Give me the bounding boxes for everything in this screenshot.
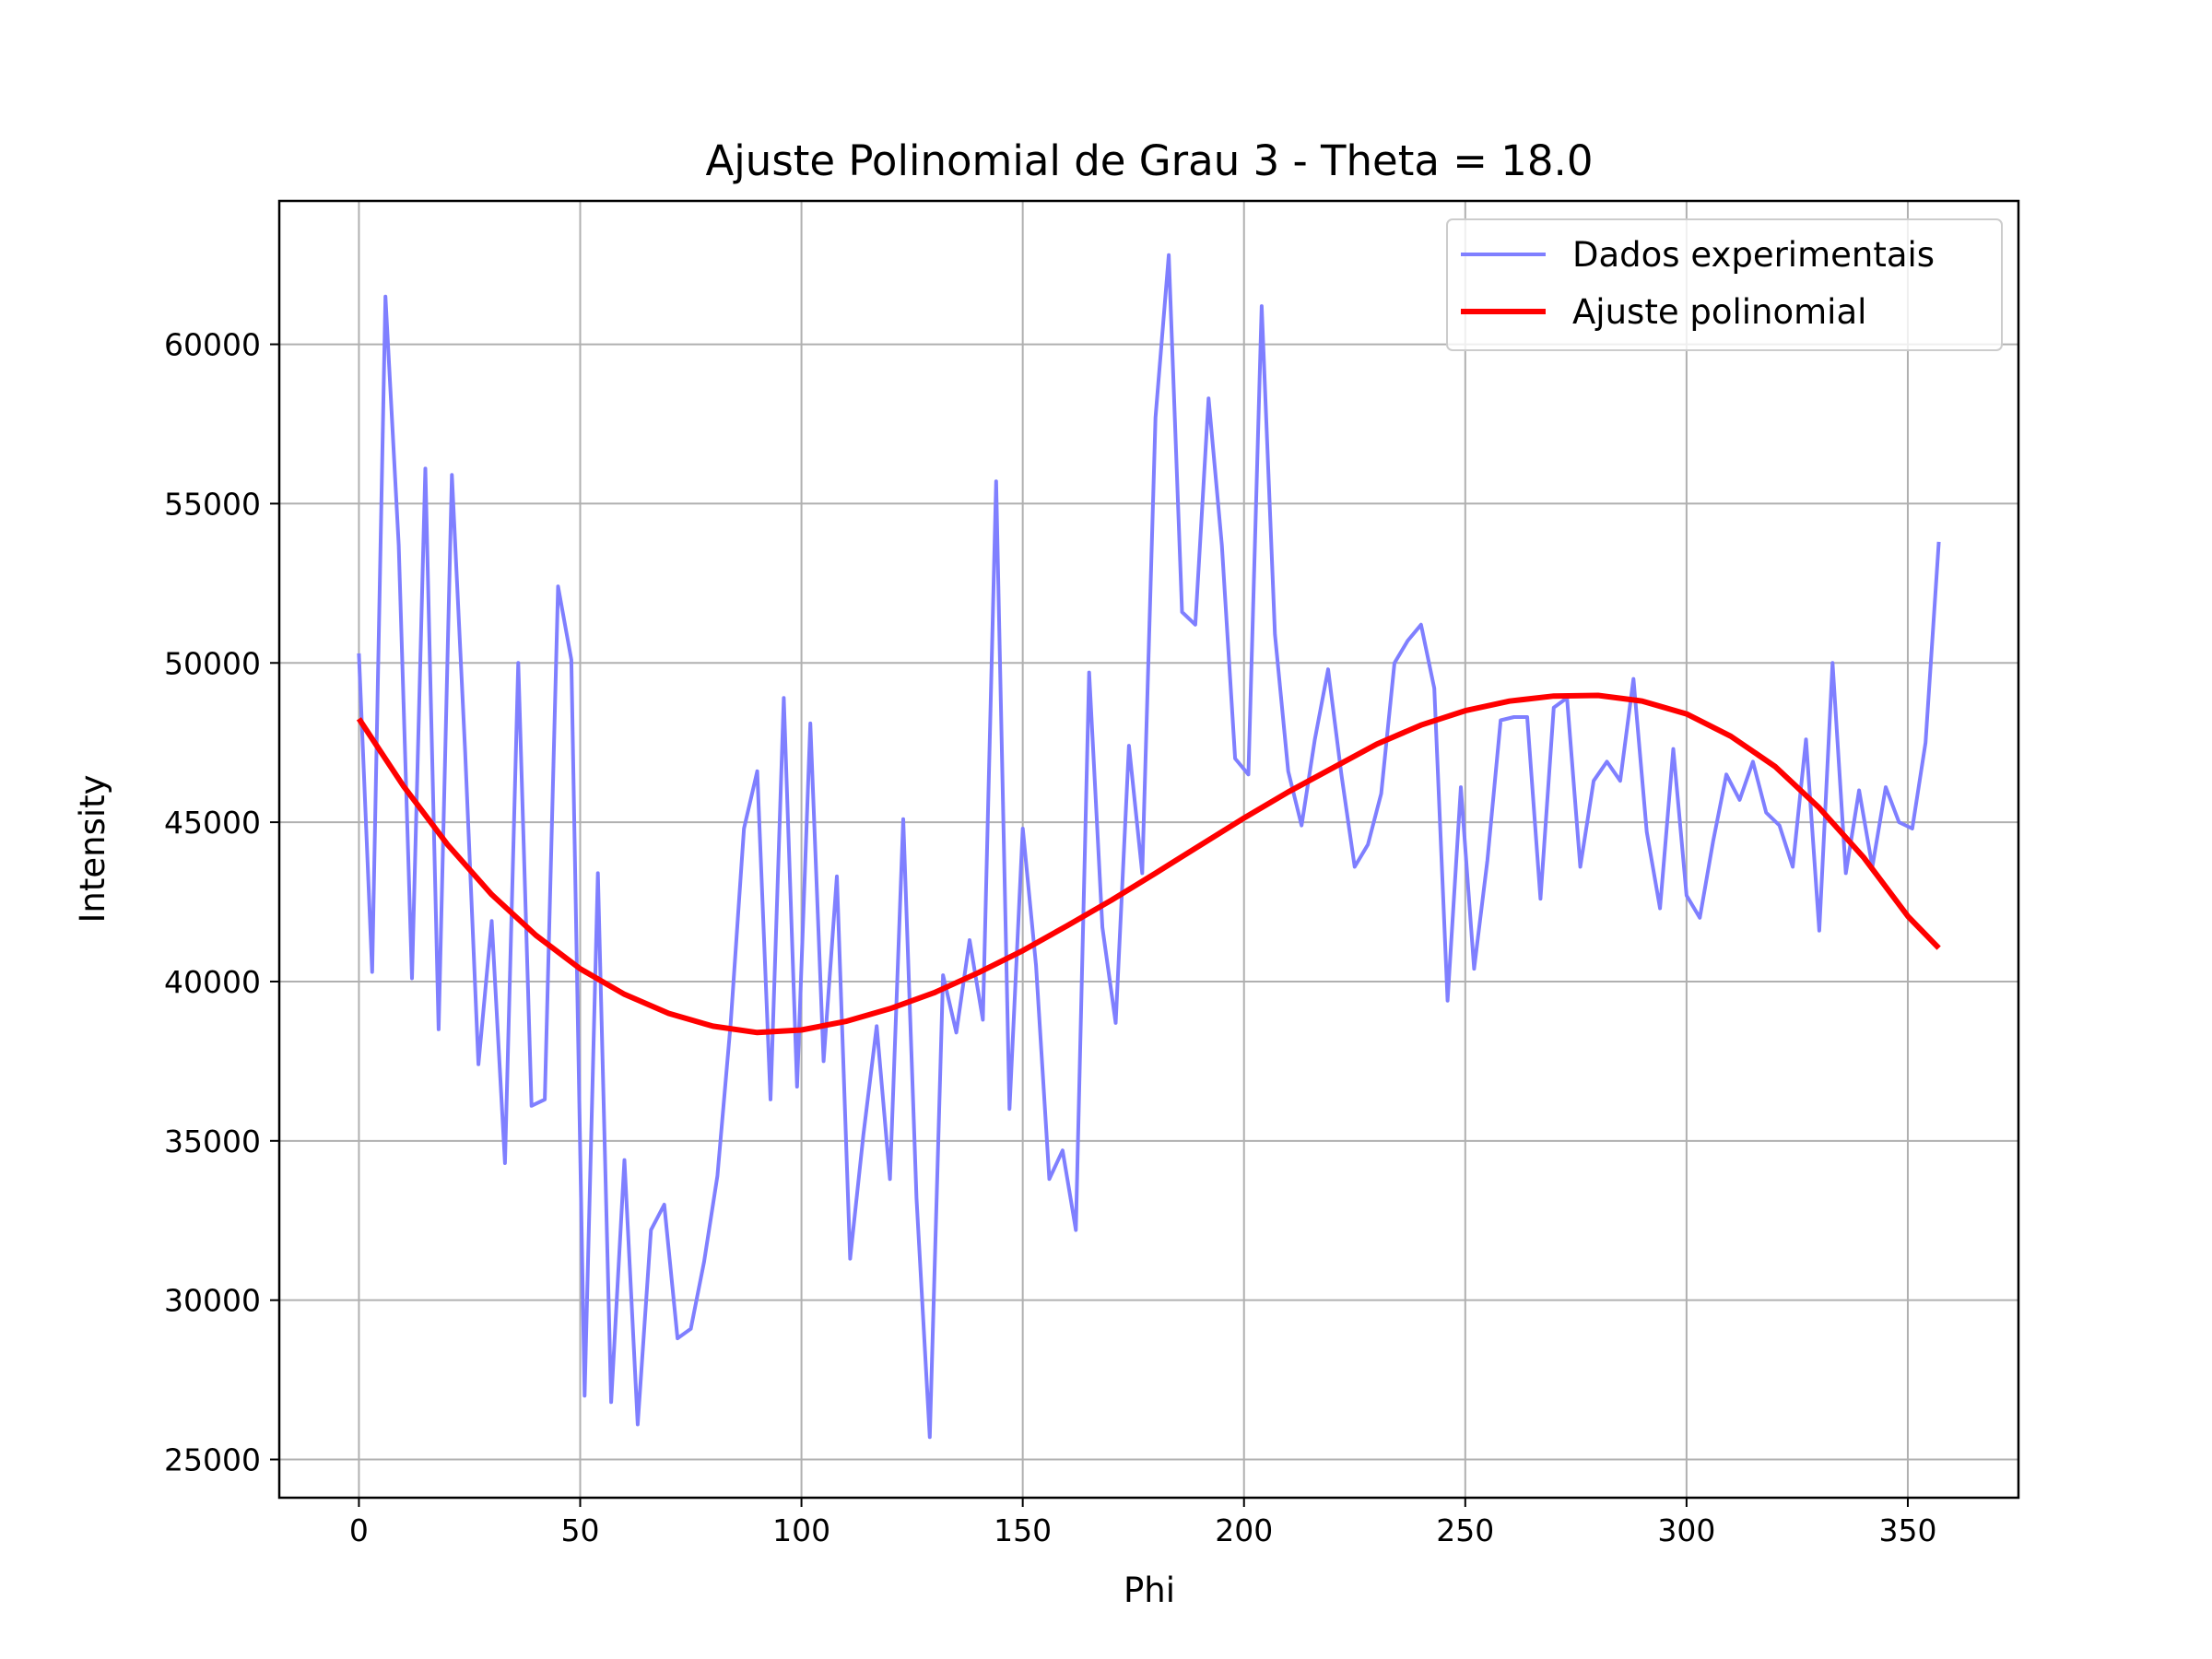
x-tick-label: 300 <box>1657 1512 1715 1548</box>
legend-box <box>1446 218 2003 351</box>
x-tick-label: 150 <box>994 1512 1052 1548</box>
y-tick-label: 60000 <box>164 327 261 363</box>
x-tick-label: 250 <box>1436 1512 1494 1548</box>
y-tick-label: 55000 <box>164 486 261 522</box>
x-tick-label: 350 <box>1878 1512 1936 1548</box>
y-tick-label: 50000 <box>164 645 261 681</box>
y-tick-label: 35000 <box>164 1124 261 1159</box>
x-axis-label: Phi <box>1124 1571 1175 1610</box>
legend-label-fit: Ajuste polinomial <box>1572 292 1866 332</box>
chart-title: Ajuste Polinomial de Grau 3 - Theta = 18… <box>706 136 1594 185</box>
y-tick-label: 30000 <box>164 1283 261 1319</box>
legend-label-experimental: Dados experimentais <box>1572 235 1935 275</box>
y-tick-label: 40000 <box>164 964 261 1000</box>
legend: Dados experimentais Ajuste polinomial <box>1446 218 2003 351</box>
plot-frame <box>277 199 2020 1500</box>
y-axis-label: Intensity <box>73 774 112 923</box>
x-tick-label: 0 <box>349 1512 369 1548</box>
x-tick-label: 200 <box>1215 1512 1273 1548</box>
series-layer <box>356 253 1941 1440</box>
x-tick-label: 100 <box>772 1512 830 1548</box>
y-tick-label: 25000 <box>164 1442 261 1478</box>
series-line-experimental <box>357 253 1941 1440</box>
x-tick-label: 50 <box>561 1512 600 1548</box>
tick-layer: 0 50 100 150 200 250 300 350 25000 30000 35000 4000… <box>164 327 1936 1548</box>
y-tick-label: 45000 <box>164 805 261 841</box>
series-line-fit <box>356 692 1941 1036</box>
